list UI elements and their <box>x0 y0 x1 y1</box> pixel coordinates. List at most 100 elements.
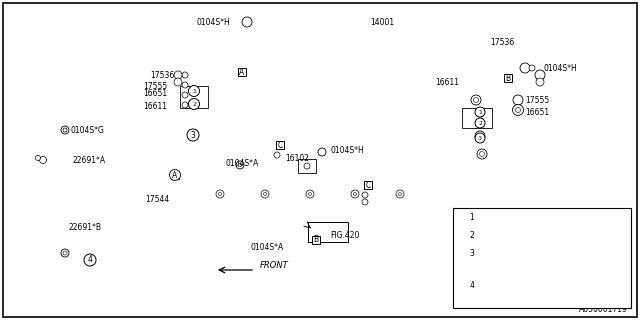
Text: FRONT: FRONT <box>260 260 289 269</box>
Circle shape <box>35 156 40 161</box>
Circle shape <box>182 82 188 88</box>
Circle shape <box>520 63 530 73</box>
Circle shape <box>189 85 200 97</box>
Circle shape <box>466 247 478 259</box>
Circle shape <box>308 193 312 196</box>
Circle shape <box>362 192 368 198</box>
Text: 2: 2 <box>192 101 196 107</box>
Circle shape <box>274 152 280 158</box>
Circle shape <box>513 105 524 116</box>
Bar <box>453 208 631 308</box>
Text: 17544: 17544 <box>145 196 169 204</box>
Text: 3: 3 <box>470 249 474 258</box>
Circle shape <box>318 148 326 156</box>
Circle shape <box>61 249 69 257</box>
Circle shape <box>474 98 479 102</box>
Circle shape <box>529 65 535 71</box>
Circle shape <box>216 190 224 198</box>
Circle shape <box>353 193 356 196</box>
Circle shape <box>466 211 478 223</box>
Circle shape <box>182 92 188 98</box>
Circle shape <box>515 108 520 113</box>
Bar <box>276 140 284 149</box>
Text: 17555: 17555 <box>525 95 549 105</box>
Circle shape <box>399 193 401 196</box>
Circle shape <box>362 199 368 205</box>
Text: 17536: 17536 <box>490 37 515 46</box>
Circle shape <box>477 133 483 139</box>
Text: 0104S*H: 0104S*H <box>544 63 578 73</box>
Circle shape <box>242 17 252 27</box>
Circle shape <box>476 116 481 121</box>
Text: 4: 4 <box>470 281 474 290</box>
Bar <box>462 108 492 128</box>
Circle shape <box>236 161 244 169</box>
Text: 14001: 14001 <box>370 18 394 27</box>
Circle shape <box>471 95 481 105</box>
Text: B: B <box>506 74 511 83</box>
Circle shape <box>261 190 269 198</box>
Bar <box>364 180 372 189</box>
Circle shape <box>218 193 221 196</box>
Circle shape <box>174 78 182 86</box>
Circle shape <box>189 99 200 109</box>
Text: 22691*A: 22691*A <box>72 156 105 164</box>
Circle shape <box>61 126 69 134</box>
Text: 0104S*G: 0104S*G <box>70 125 104 134</box>
Circle shape <box>473 113 483 123</box>
Text: C: C <box>365 180 371 189</box>
Circle shape <box>40 156 47 164</box>
Text: 16395: 16395 <box>547 230 575 239</box>
Circle shape <box>174 71 182 79</box>
Text: 1: 1 <box>192 89 196 93</box>
Circle shape <box>306 190 314 198</box>
Text: 1: 1 <box>470 212 474 221</box>
Bar <box>298 159 316 173</box>
Text: B: B <box>314 236 319 244</box>
Text: 16651: 16651 <box>143 89 167 98</box>
Text: C: C <box>277 140 283 149</box>
Circle shape <box>84 254 96 266</box>
Circle shape <box>466 229 478 241</box>
Circle shape <box>170 170 180 180</box>
Circle shape <box>63 251 67 255</box>
Text: A50635（−’11MY1007）: A50635（−’11MY1007） <box>495 269 583 278</box>
Circle shape <box>535 70 545 80</box>
Text: 0104S*A: 0104S*A <box>225 158 259 167</box>
Circle shape <box>536 78 544 86</box>
Circle shape <box>475 107 485 117</box>
Text: 16651: 16651 <box>525 108 549 116</box>
Text: 16611: 16611 <box>435 77 459 86</box>
Text: 2: 2 <box>470 230 474 239</box>
Circle shape <box>182 72 188 78</box>
Text: A: A <box>239 68 244 76</box>
Text: 2: 2 <box>478 121 482 125</box>
Circle shape <box>475 133 485 143</box>
Bar <box>237 68 246 76</box>
Circle shape <box>304 163 310 169</box>
Text: A50685（’11MY1007− ）: A50685（’11MY1007− ） <box>495 292 585 301</box>
Circle shape <box>182 102 188 108</box>
Circle shape <box>479 151 484 156</box>
Circle shape <box>466 279 478 291</box>
Text: A: A <box>172 171 178 180</box>
Circle shape <box>238 163 242 167</box>
Circle shape <box>264 193 266 196</box>
Text: 3: 3 <box>478 135 482 140</box>
Bar <box>308 222 348 242</box>
Circle shape <box>63 128 67 132</box>
Text: A050001719: A050001719 <box>579 305 628 314</box>
Bar <box>312 236 321 244</box>
Circle shape <box>475 118 485 128</box>
Text: 0104S*A: 0104S*A <box>250 244 284 252</box>
Bar <box>171 171 179 180</box>
Text: 0104S*H: 0104S*H <box>330 146 364 155</box>
Circle shape <box>351 190 359 198</box>
Circle shape <box>187 129 199 141</box>
Text: 22691*B: 22691*B <box>68 223 101 233</box>
Text: 16102: 16102 <box>285 154 309 163</box>
Circle shape <box>513 95 523 105</box>
Text: 1: 1 <box>478 109 482 115</box>
Circle shape <box>475 131 485 141</box>
Text: 17536: 17536 <box>150 70 174 79</box>
